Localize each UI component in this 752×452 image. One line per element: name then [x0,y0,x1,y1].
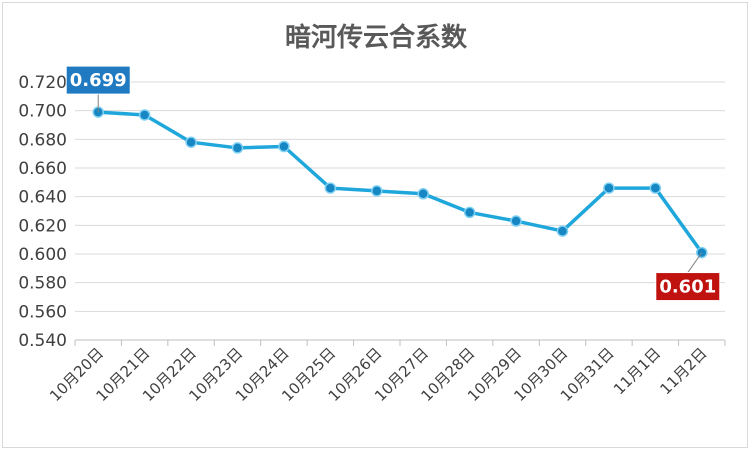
x-tick-label: 11月2日 [656,344,710,398]
callout-leader [687,252,703,273]
y-tick-label: 0.580 [18,274,67,294]
x-tick-label: 11月1日 [610,344,664,398]
data-point [231,142,244,154]
callouts: 0.699 0.601 [65,65,721,302]
data-point [371,185,383,197]
series-line [98,110,704,254]
data-point [185,136,197,148]
x-axis: 10月20日10月21日10月22日10月23日10月24日10月25日10月2… [46,339,726,405]
max-callout-box [65,65,131,95]
data-point [510,215,522,227]
min-callout-box [655,272,721,302]
y-tick-label: 0.620 [18,216,67,236]
max-data-label: 0.699 [70,70,127,91]
data-point [603,182,615,194]
y-tick-label: 0.700 [18,102,67,122]
data-point [696,246,708,259]
min-data-label: 0.601 [659,277,716,298]
grid-lines [75,81,725,341]
y-tick-label: 0.600 [18,245,67,265]
y-tick-label: 0.560 [18,302,67,322]
data-point [463,206,476,219]
y-tick-label: 0.720 [18,73,67,93]
data-point [324,182,337,194]
y-tick-label: 0.540 [18,331,67,351]
y-axis: 0.540 0.560 0.580 0.600 0.620 0.640 0.660 0.680… [18,73,67,351]
data-point [138,109,151,121]
series-group [92,106,708,259]
y-tick-label: 0.680 [18,130,67,150]
chart-title: 暗河传云合系数 [285,22,468,53]
data-point [417,188,429,200]
y-tick-label: 0.640 [18,188,67,208]
y-tick-label: 0.660 [18,159,67,179]
data-point [278,140,290,153]
data-point [556,225,569,237]
data-point [649,182,662,194]
